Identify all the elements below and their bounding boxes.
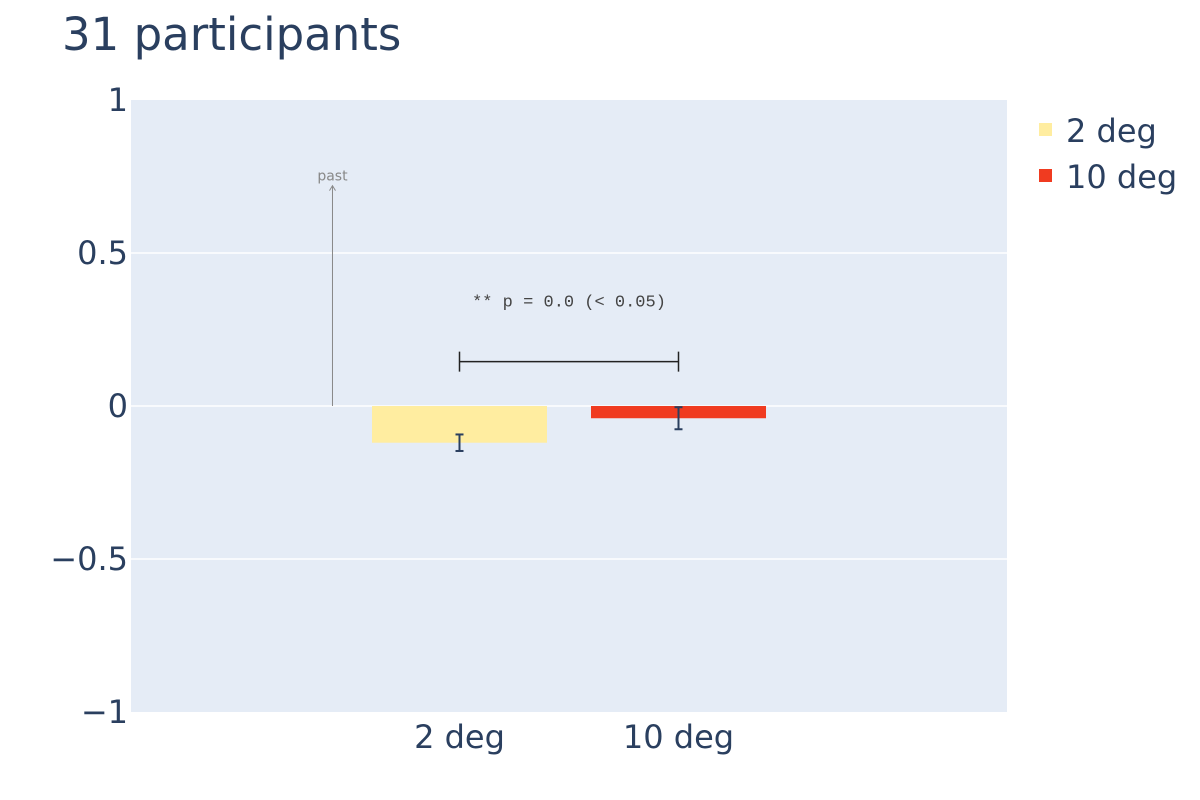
error-bar	[674, 406, 683, 431]
legend-label: 2 deg	[1066, 112, 1157, 150]
y-tick-label: 1	[108, 81, 128, 119]
past-annotation: past	[317, 169, 348, 406]
legend-item[interactable]: 2 deg	[1039, 112, 1157, 150]
legend-swatch	[1039, 123, 1052, 136]
legend-swatch	[1039, 169, 1052, 182]
chart-title: 31 participants	[62, 8, 401, 61]
x-tick-label: 2 deg	[414, 718, 505, 756]
past-annotation-label: past	[317, 169, 348, 185]
error-bars	[455, 406, 683, 452]
y-tick-label: 0	[108, 387, 128, 425]
past-annotation-arrowhead	[329, 184, 336, 191]
y-tick-label: −0.5	[50, 540, 128, 578]
x-axis-ticks: 2 deg 10 deg	[414, 718, 734, 756]
significance-bracket: ** p = 0.0 (< 0.05)	[458, 294, 680, 372]
y-tick-label: −1	[81, 693, 128, 731]
gridlines	[131, 252, 1007, 560]
legend[interactable]: 2 deg 10 deg	[1039, 112, 1177, 196]
legend-item[interactable]: 10 deg	[1039, 158, 1177, 196]
y-tick-label: 0.5	[77, 234, 128, 272]
y-axis-ticks: 1 0.5 0 −0.5 −1	[50, 81, 128, 731]
x-tick-label: 10 deg	[623, 718, 734, 756]
error-bar	[455, 433, 464, 452]
significance-label: ** p = 0.0 (< 0.05)	[472, 294, 666, 313]
legend-label: 10 deg	[1066, 158, 1177, 196]
